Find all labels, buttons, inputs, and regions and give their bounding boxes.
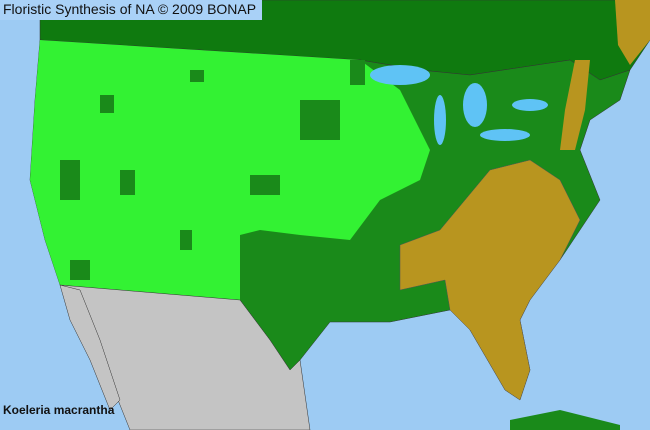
absent-region-northeast: [560, 60, 590, 150]
absent-region-southeast: [399, 159, 581, 401]
cuba: [510, 410, 620, 430]
maine-region: [615, 0, 650, 65]
baja-peninsula: [59, 284, 121, 411]
county-patches: [60, 60, 365, 280]
great-lakes: [370, 65, 548, 145]
species-label: Koeleria macrantha: [3, 403, 115, 417]
map-title: Floristic Synthesis of NA © 2009 BONAP: [0, 0, 263, 20]
